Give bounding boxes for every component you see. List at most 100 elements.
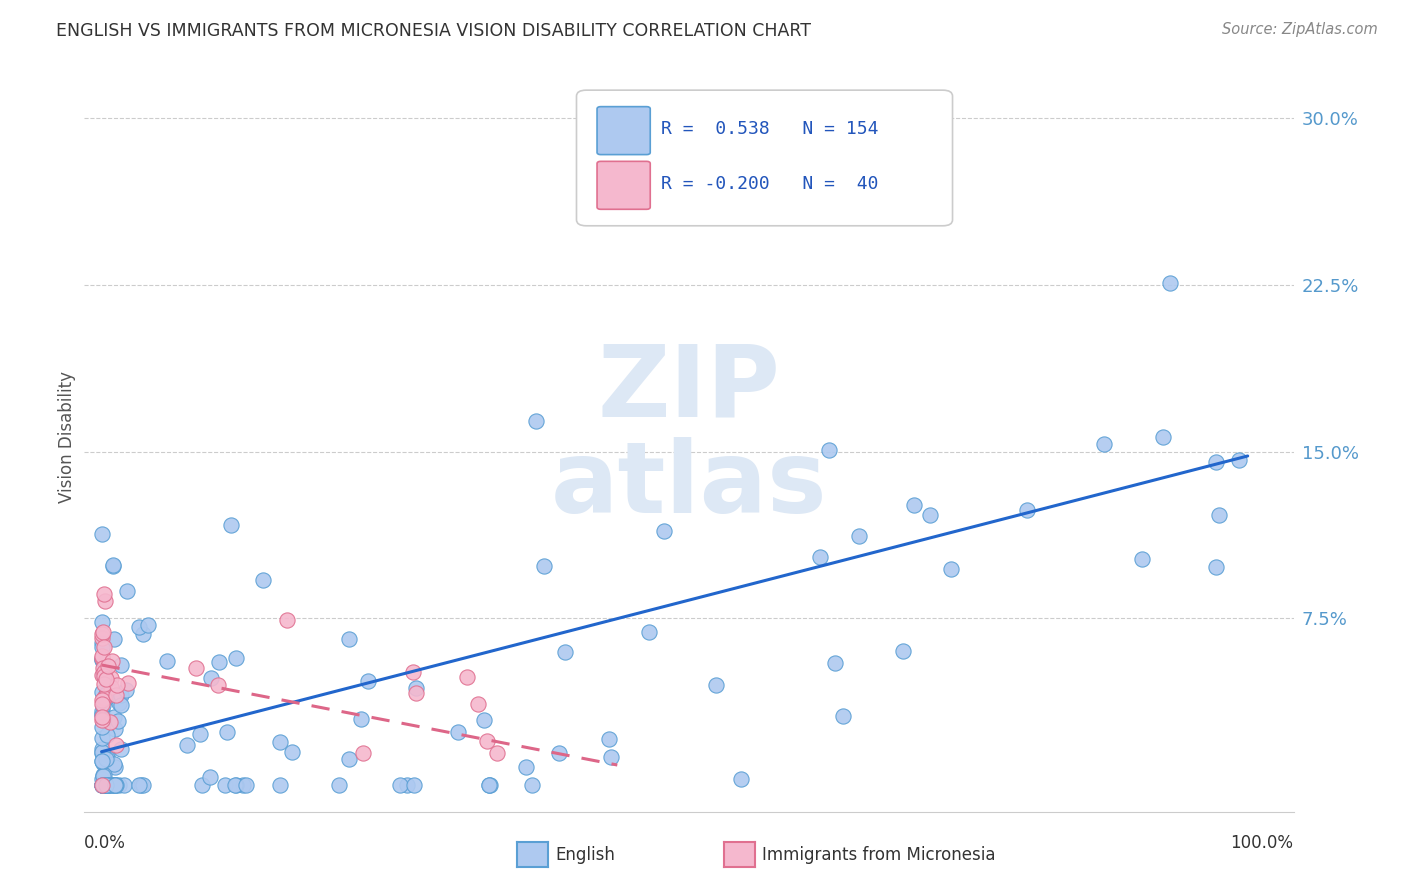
Point [91,661,114,675]
FancyBboxPatch shape [576,90,952,226]
Point [600,750,623,764]
Point [90,713,112,727]
Point [101,654,124,668]
Point [90,745,112,759]
Point [128,778,150,792]
Point [90,668,112,682]
Point [533,559,555,574]
Point [831,709,853,723]
Point [93,665,115,679]
Point [176,738,198,752]
Text: 0.0%: 0.0% [84,834,127,852]
Point [132,778,155,792]
Point [91,772,114,786]
Point [104,760,127,774]
Point [105,778,128,792]
Point [1159,276,1181,290]
Text: ENGLISH VS IMMIGRANTS FROM MICRONESIA VISION DISABILITY CORRELATION CHART: ENGLISH VS IMMIGRANTS FROM MICRONESIA VI… [56,22,811,40]
Point [103,756,125,771]
Point [110,657,132,672]
Point [1152,430,1174,444]
Point [90,754,112,768]
Point [704,678,727,692]
Point [96,690,118,705]
Point [93,778,115,792]
Point [94,778,117,792]
Point [90,527,112,541]
Text: R = -0.200   N =  40: R = -0.200 N = 40 [661,175,879,193]
Point [93,587,115,601]
Point [91,652,114,666]
Point [276,613,298,627]
Point [337,632,360,647]
Point [93,640,115,654]
Point [105,678,128,692]
Point [93,668,115,682]
Point [91,778,114,792]
Point [156,654,179,668]
Point [93,778,115,792]
Point [97,778,120,792]
Point [808,550,831,565]
Point [652,524,675,538]
Point [90,651,112,665]
Point [101,559,124,574]
Point [818,443,841,458]
Point [91,767,114,781]
Point [1017,503,1039,517]
Point [472,713,495,727]
Point [356,674,378,689]
Point [100,714,122,729]
Point [269,735,291,749]
Point [90,755,112,769]
Point [117,675,139,690]
Point [91,769,114,783]
Point [90,708,112,723]
Point [190,726,212,740]
Point [554,645,576,659]
Point [1208,508,1230,523]
Point [100,778,122,792]
Point [91,756,114,770]
Point [90,685,112,699]
Y-axis label: Vision Disability: Vision Disability [58,371,76,503]
Point [93,690,115,705]
Point [100,671,122,685]
Point [93,676,115,690]
Point [90,615,112,630]
Point [104,723,127,737]
Point [96,751,118,765]
Point [91,720,114,734]
Point [467,697,489,711]
Point [94,778,117,792]
Point [350,712,373,726]
Point [1132,552,1154,566]
Point [479,778,502,792]
Point [93,669,115,683]
Point [337,752,360,766]
Point [93,691,115,706]
Point [402,778,425,792]
Point [94,778,117,792]
Point [730,772,752,786]
Point [91,778,114,792]
Text: 100.0%: 100.0% [1230,834,1294,852]
Point [90,742,112,756]
Point [638,625,661,640]
Point [90,778,112,792]
Point [281,745,304,759]
Point [486,746,509,760]
Point [93,667,115,681]
Point [103,710,125,724]
Point [447,725,470,739]
Point [214,778,236,792]
Point [91,778,114,792]
Point [224,778,246,792]
Point [107,778,129,792]
Point [90,636,112,650]
Point [104,689,127,703]
Point [225,651,247,665]
Point [96,778,118,792]
Point [115,682,138,697]
Point [93,777,115,791]
